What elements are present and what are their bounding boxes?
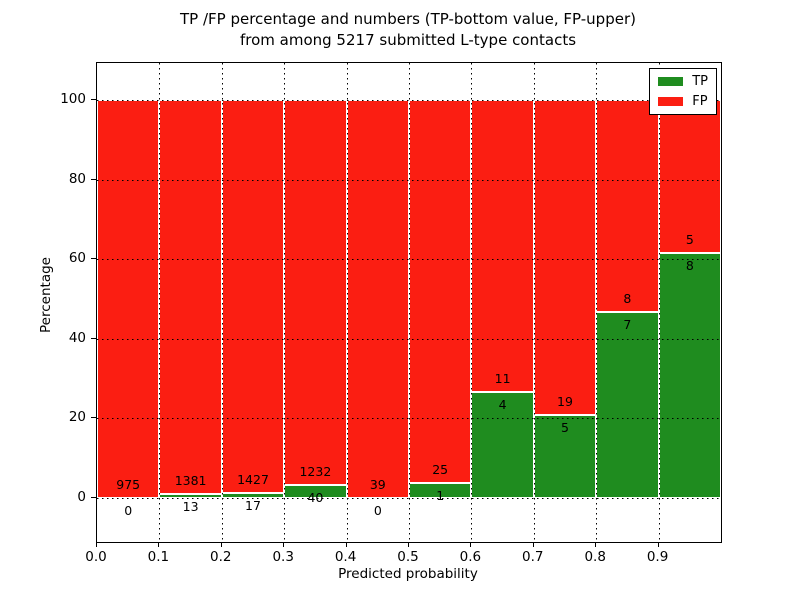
y-tick-label: 100 [60, 91, 86, 107]
y-tick [91, 417, 96, 419]
x-tick-label: 0.9 [646, 549, 669, 565]
v-gridline [596, 63, 598, 542]
tp-bar-segment [533, 415, 597, 498]
v-gridline [658, 63, 660, 542]
tp-bar-segment [596, 312, 659, 498]
fp-count-label: 25 [432, 461, 449, 477]
tp-count-label: 40 [307, 490, 324, 506]
chart-title: TP /FP percentage and numbers (TP-bottom… [96, 9, 720, 51]
v-gridline [159, 63, 161, 542]
y-tick-label: 20 [68, 409, 86, 426]
y-tick-label: 80 [68, 170, 86, 187]
y-tick [91, 99, 96, 100]
fp-count-label: 1381 [174, 473, 207, 489]
chart-title-line2: from among 5217 submitted L-type contact… [239, 31, 577, 49]
tp-count-label: 5 [561, 420, 569, 436]
x-tick [408, 542, 409, 547]
tp-count-label: 4 [498, 396, 507, 412]
legend-item-fp: FP [658, 95, 708, 108]
fp-count-label: 1232 [299, 464, 332, 480]
h-gridline [97, 338, 721, 340]
x-tick [470, 542, 472, 547]
fp-bar-segment [97, 100, 160, 498]
x-tick-label: 0.7 [522, 549, 544, 565]
fp-bar-segment [159, 100, 222, 495]
fp-count-label: 8 [623, 291, 632, 307]
fp-bar-segment [658, 100, 721, 254]
h-gridline [97, 259, 721, 261]
x-tick [283, 542, 285, 547]
y-tick [91, 178, 96, 180]
x-tick [532, 542, 534, 547]
x-tick-label: 0.8 [584, 549, 606, 565]
fp-bar-segment [346, 100, 409, 498]
v-gridline [409, 63, 410, 542]
tp-count-label: 7 [623, 317, 632, 333]
legend-label-fp: FP [692, 94, 708, 109]
x-tick-label: 0.4 [334, 549, 357, 565]
v-gridline [221, 63, 223, 542]
v-gridline [284, 63, 286, 542]
v-gridline [533, 63, 535, 542]
legend-label-tp: TP [692, 74, 708, 89]
fp-count-label: 1427 [237, 472, 269, 488]
legend-item-tp: TP [658, 75, 708, 88]
fp-bar-segment [596, 100, 659, 313]
tp-count-label: 8 [685, 258, 694, 274]
h-gridline [97, 179, 721, 181]
legend: TP FP [649, 68, 717, 115]
x-tick-label: 0.0 [85, 549, 107, 565]
legend-swatch-tp-icon [658, 77, 684, 86]
y-tick-label: 0 [77, 489, 86, 505]
x-tick-label: 0.3 [272, 549, 294, 565]
tp-count-label: 13 [182, 499, 199, 515]
tp-count-label: 1 [436, 487, 445, 503]
y-tick [91, 497, 96, 498]
v-gridline [471, 63, 473, 542]
y-tick [91, 258, 96, 260]
plot-area: TP FP 975 0 1381 13 1427 17 1232 40 39 0 25 1 11 4 19 5… [96, 62, 722, 543]
tp-count-label: 0 [124, 503, 133, 518]
y-tick [91, 337, 96, 339]
fp-count-label: 975 [116, 477, 141, 492]
x-tick [158, 542, 160, 547]
x-axis-label: Predicted probability [338, 566, 478, 582]
x-tick [595, 542, 597, 547]
fp-bar-segment [409, 100, 472, 483]
tp-bar-segment [658, 253, 721, 498]
legend-swatch-fp-icon [658, 97, 684, 106]
fp-bar-segment [284, 100, 347, 486]
x-tick-label: 0.2 [210, 549, 232, 565]
x-tick [96, 542, 97, 547]
x-tick [657, 542, 659, 547]
h-gridline [97, 418, 721, 420]
fp-bar-segment [221, 100, 285, 494]
x-tick-label: 0.1 [147, 549, 170, 565]
fp-bar-segment [533, 100, 597, 416]
x-tick [220, 542, 222, 547]
x-tick [345, 542, 347, 547]
fp-bar-segment [471, 100, 534, 392]
x-tick-label: 0.6 [459, 549, 482, 565]
h-gridline [97, 100, 721, 101]
y-tick-label: 60 [68, 250, 86, 267]
y-axis-label: Percentage [38, 257, 54, 333]
chart-title-line1: TP /FP percentage and numbers (TP-bottom… [180, 10, 636, 28]
fp-count-label: 11 [494, 370, 511, 386]
tp-count-label: 17 [245, 498, 261, 514]
y-tick-label: 40 [68, 329, 86, 346]
v-gridline [346, 63, 348, 542]
x-tick-label: 0.5 [397, 549, 419, 565]
fp-count-label: 19 [557, 394, 573, 410]
fp-count-label: 5 [685, 232, 694, 248]
fp-count-label: 39 [369, 477, 386, 492]
h-gridline [97, 498, 721, 499]
tp-count-label: 0 [373, 503, 382, 518]
